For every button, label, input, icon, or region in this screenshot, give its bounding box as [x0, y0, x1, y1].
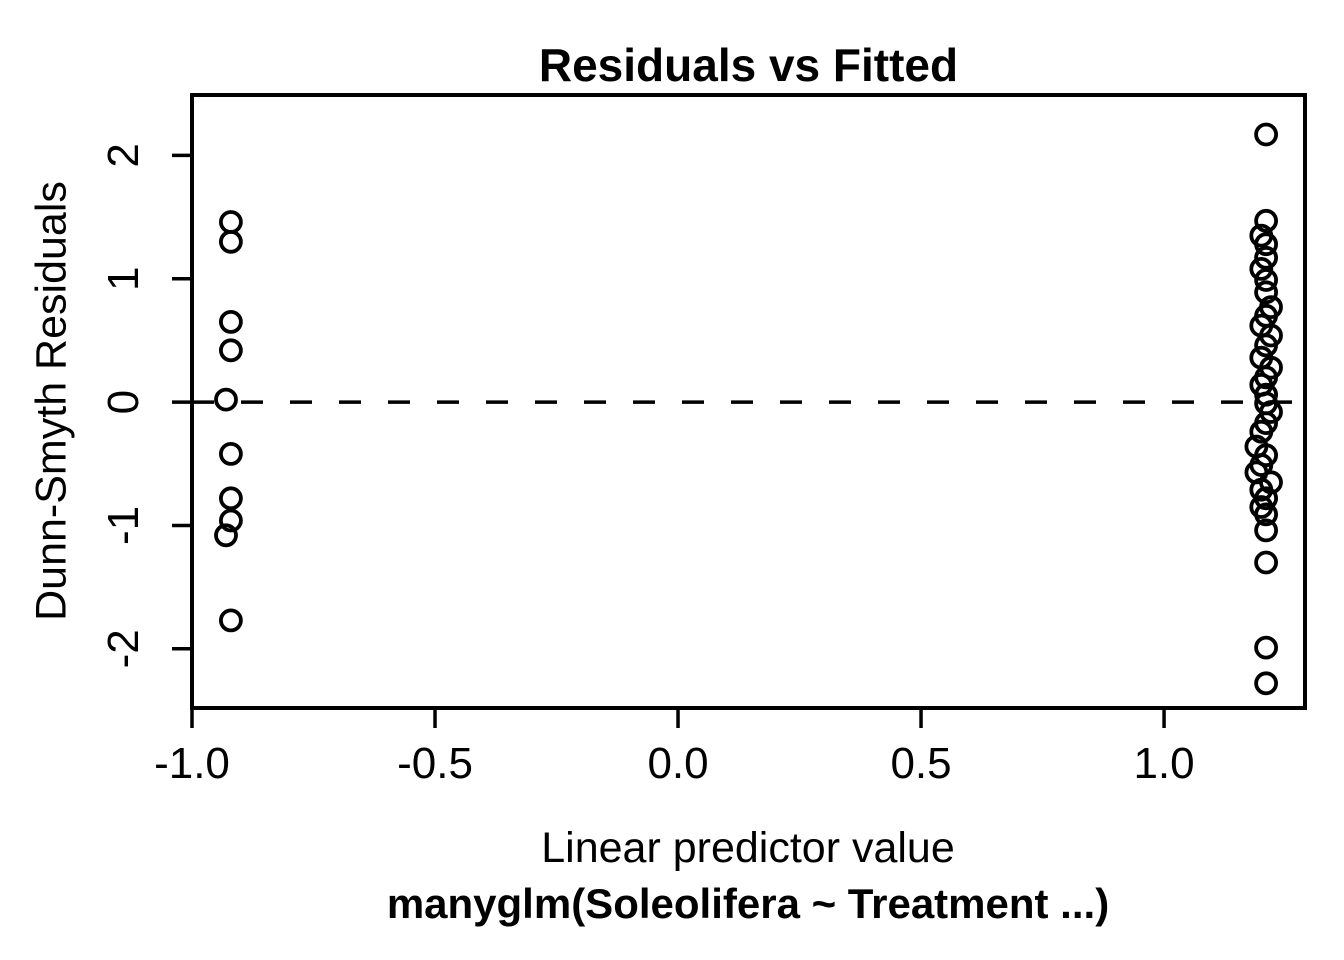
x-tick-label: 0.5 — [890, 739, 951, 788]
data-point — [1259, 400, 1283, 424]
data-point — [1254, 550, 1278, 575]
y-tick-label: 1 — [99, 267, 148, 291]
data-point — [214, 387, 238, 412]
data-point — [1254, 518, 1278, 543]
y-axis-label: Dunn-Smyth Residuals — [27, 181, 76, 621]
data-point — [218, 210, 243, 234]
data-point — [218, 309, 243, 334]
data-point — [218, 508, 243, 533]
x-tick-label: -1.0 — [154, 739, 230, 788]
data-point — [218, 608, 243, 633]
data-point — [218, 338, 243, 363]
data-point — [1254, 122, 1278, 147]
x-axis-sublabel: manyglm(Soleolifera ~ Treatment ...) — [386, 880, 1110, 927]
data-point — [218, 486, 243, 511]
chart-title: Residuals vs Fitted — [538, 39, 959, 91]
y-tick-label: 0 — [99, 390, 148, 414]
data-point — [1254, 232, 1278, 257]
y-tick-label: -1 — [99, 506, 148, 545]
data-point — [1254, 280, 1278, 305]
y-tick-label: 2 — [99, 143, 148, 167]
y-tick-label: -2 — [99, 629, 148, 668]
x-tick-label: 1.0 — [1133, 739, 1194, 788]
data-point — [1254, 268, 1278, 292]
data-point — [1254, 635, 1278, 660]
data-point — [1249, 256, 1274, 281]
data-point — [214, 523, 238, 548]
plot-border — [190, 93, 1307, 710]
data-point — [218, 441, 243, 466]
data-point — [1254, 245, 1278, 270]
x-tick-label: -0.5 — [397, 739, 473, 788]
data-point — [1254, 671, 1278, 696]
x-axis-label: Linear predictor value — [541, 824, 955, 872]
data-point — [1254, 208, 1278, 233]
data-point — [218, 229, 243, 254]
x-tick-label: 0.0 — [647, 739, 708, 788]
data-point — [1254, 502, 1278, 527]
data-point — [1249, 419, 1274, 444]
data-point — [1254, 333, 1278, 358]
